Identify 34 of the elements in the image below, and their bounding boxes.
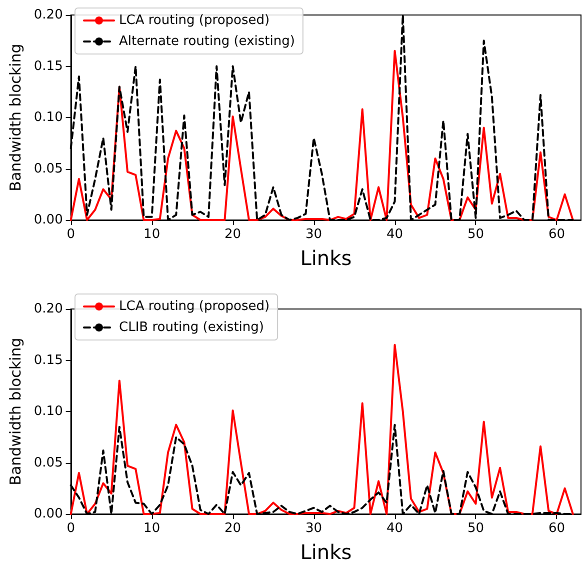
x-tick-label: 10 — [144, 521, 160, 536]
x-tick-label: 40 — [386, 521, 404, 536]
line-series — [70, 344, 574, 515]
x-axis-title: Links — [300, 540, 352, 564]
x-axis-title: Links — [300, 246, 352, 270]
x-tick-label: 60 — [548, 521, 565, 536]
x-tick-label: 60 — [548, 227, 565, 242]
x-tick-label: 20 — [224, 521, 242, 536]
y-axis-title: Bandwidth blocking — [6, 44, 24, 192]
x-tick-label: 50 — [467, 521, 484, 536]
legend-label: LCA routing (proposed) — [119, 299, 270, 314]
y-tick-label: 0.10 — [34, 404, 63, 419]
x-tick-label: 20 — [224, 227, 242, 242]
y-tick-label: 0.05 — [34, 161, 63, 176]
line-series — [70, 50, 574, 221]
x-tick-label: 10 — [144, 227, 160, 242]
x-tick-label: 0 — [66, 521, 75, 536]
y-tick-label: 0.00 — [34, 506, 63, 522]
y-tick-label: 0.15 — [34, 58, 63, 74]
y-tick-label: 0.20 — [34, 302, 63, 316]
y-tick-label: 0.10 — [34, 110, 63, 125]
x-tick-label: 0 — [66, 227, 75, 242]
x-tick-label: 50 — [467, 227, 484, 242]
x-tick-label: 40 — [386, 227, 404, 242]
legend-label: CLIB routing (existing) — [119, 320, 264, 335]
x-tick-label: 30 — [306, 227, 322, 242]
y-tick-label: 0.15 — [34, 352, 63, 368]
y-tick-label: 0.05 — [34, 455, 63, 470]
y-axis-title: Bandwidth blocking — [6, 338, 24, 486]
legend-label: Alternate routing (existing) — [119, 34, 295, 49]
y-tick-label: 0.00 — [34, 212, 63, 228]
legend-label: LCA routing (proposed) — [119, 13, 270, 28]
x-tick-label: 30 — [306, 521, 322, 536]
y-tick-label: 0.20 — [34, 8, 63, 22]
